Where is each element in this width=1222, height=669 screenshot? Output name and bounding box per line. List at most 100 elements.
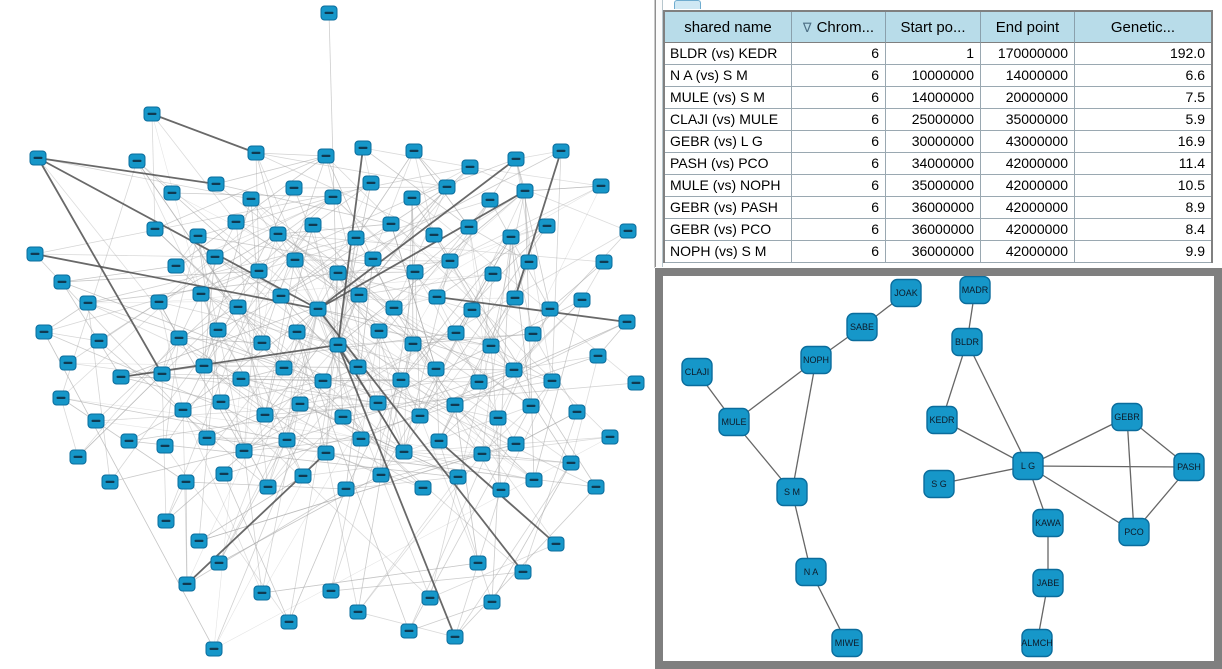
network-node[interactable] [522, 398, 540, 414]
network-node[interactable] [143, 106, 161, 122]
network-node[interactable] [90, 333, 108, 349]
table-cell[interactable]: NOPH (vs) S M [665, 241, 792, 263]
table-cell[interactable]: GEBR (vs) L G [665, 131, 792, 153]
table-row[interactable]: PASH (vs) PCO 6 34000000 42000000 11.4 [665, 153, 1211, 175]
subnetwork-node-jabe[interactable]: JABE [1032, 568, 1064, 598]
network-node[interactable] [190, 533, 208, 549]
table-cell[interactable]: 42000000 [981, 175, 1075, 197]
table-cell[interactable]: 16.9 [1075, 131, 1211, 153]
table-cell[interactable]: 14000000 [981, 65, 1075, 87]
network-node[interactable] [438, 179, 456, 195]
network-node[interactable] [286, 252, 304, 268]
network-node[interactable] [481, 192, 499, 208]
network-node[interactable] [215, 466, 233, 482]
table-cell[interactable]: 6 [792, 153, 886, 175]
subnetwork-node-gebr[interactable]: GEBR [1111, 402, 1143, 432]
table-cell[interactable]: 20000000 [981, 87, 1075, 109]
network-node[interactable] [421, 590, 439, 606]
network-node[interactable] [150, 294, 168, 310]
network-node[interactable] [484, 266, 502, 282]
subnetwork-node-sabe[interactable]: SABE [846, 312, 878, 342]
network-node[interactable] [309, 301, 327, 317]
network-node[interactable] [618, 314, 636, 330]
subnetwork-node-claji[interactable]: CLAJI [681, 357, 713, 387]
network-node[interactable] [209, 322, 227, 338]
table-cell[interactable]: 7.5 [1075, 87, 1211, 109]
table-cell[interactable]: BLDR (vs) KEDR [665, 43, 792, 65]
network-node[interactable] [156, 438, 174, 454]
network-node[interactable] [329, 265, 347, 281]
network-node[interactable] [395, 444, 413, 460]
network-node[interactable] [320, 5, 338, 21]
network-node[interactable] [79, 295, 97, 311]
main-network-view[interactable] [0, 0, 655, 669]
network-node[interactable] [587, 479, 605, 495]
table-row[interactable]: MULE (vs) NOPH 6 35000000 42000000 10.5 [665, 175, 1211, 197]
network-node[interactable] [26, 246, 44, 262]
network-node[interactable] [128, 153, 146, 169]
network-node[interactable] [350, 287, 368, 303]
table-cell[interactable]: 9.9 [1075, 241, 1211, 263]
network-node[interactable] [543, 373, 561, 389]
network-node[interactable] [53, 274, 71, 290]
network-node[interactable] [157, 513, 175, 529]
network-node[interactable] [253, 585, 271, 601]
network-node[interactable] [314, 373, 332, 389]
network-node[interactable] [414, 480, 432, 496]
subnetwork-node-bldr[interactable]: BLDR [951, 327, 983, 357]
network-node[interactable] [385, 300, 403, 316]
network-node[interactable] [427, 361, 445, 377]
table-row[interactable]: GEBR (vs) PASH 6 36000000 42000000 8.9 [665, 197, 1211, 219]
table-cell[interactable]: 42000000 [981, 153, 1075, 175]
network-node[interactable] [334, 409, 352, 425]
table-cell[interactable]: 6 [792, 175, 886, 197]
table-cell[interactable]: 6 [792, 219, 886, 241]
network-node[interactable] [329, 337, 347, 353]
network-node[interactable] [364, 251, 382, 267]
column-header-start-po---[interactable]: Start po... [886, 12, 981, 43]
subnetwork-node-sg[interactable]: S G [923, 469, 955, 499]
network-node[interactable] [441, 253, 459, 269]
network-node[interactable] [573, 292, 591, 308]
network-node[interactable] [235, 443, 253, 459]
network-node[interactable] [189, 228, 207, 244]
network-node[interactable] [428, 289, 446, 305]
network-node[interactable] [278, 432, 296, 448]
network-node[interactable] [470, 374, 488, 390]
table-cell[interactable]: 6.6 [1075, 65, 1211, 87]
table-cell[interactable]: PASH (vs) PCO [665, 153, 792, 175]
table-row[interactable]: NOPH (vs) S M 6 36000000 42000000 9.9 [665, 241, 1211, 263]
network-node[interactable] [400, 623, 418, 639]
subnetwork-node-kawa[interactable]: KAWA [1032, 508, 1064, 538]
network-node[interactable] [347, 230, 365, 246]
network-node[interactable] [195, 358, 213, 374]
table-cell[interactable]: GEBR (vs) PCO [665, 219, 792, 241]
network-node[interactable] [403, 190, 421, 206]
network-node[interactable] [369, 395, 387, 411]
column-header-end-point[interactable]: End point [981, 12, 1075, 43]
table-scrollbar-gutter[interactable] [655, 0, 663, 267]
network-node[interactable] [291, 396, 309, 412]
network-node[interactable] [253, 335, 271, 351]
network-node[interactable] [507, 151, 525, 167]
table-cell[interactable]: 10.5 [1075, 175, 1211, 197]
network-node[interactable] [562, 455, 580, 471]
network-node[interactable] [178, 576, 196, 592]
network-node[interactable] [514, 564, 532, 580]
network-node[interactable] [446, 397, 464, 413]
subnetwork-node-mule[interactable]: MULE [718, 407, 750, 437]
table-cell[interactable]: 42000000 [981, 241, 1075, 263]
network-node[interactable] [447, 325, 465, 341]
table-cell[interactable]: 6 [792, 241, 886, 263]
table-row[interactable]: CLAJI (vs) MULE 6 25000000 35000000 5.9 [665, 109, 1211, 131]
network-node[interactable] [247, 145, 265, 161]
network-node[interactable] [153, 366, 171, 382]
table-row[interactable]: N A (vs) S M 6 10000000 14000000 6.6 [665, 65, 1211, 87]
network-node[interactable] [285, 180, 303, 196]
table-cell[interactable]: CLAJI (vs) MULE [665, 109, 792, 131]
network-node[interactable] [242, 191, 260, 207]
network-node[interactable] [362, 175, 380, 191]
network-node[interactable] [483, 594, 501, 610]
network-node[interactable] [227, 214, 245, 230]
network-node[interactable] [446, 629, 464, 645]
